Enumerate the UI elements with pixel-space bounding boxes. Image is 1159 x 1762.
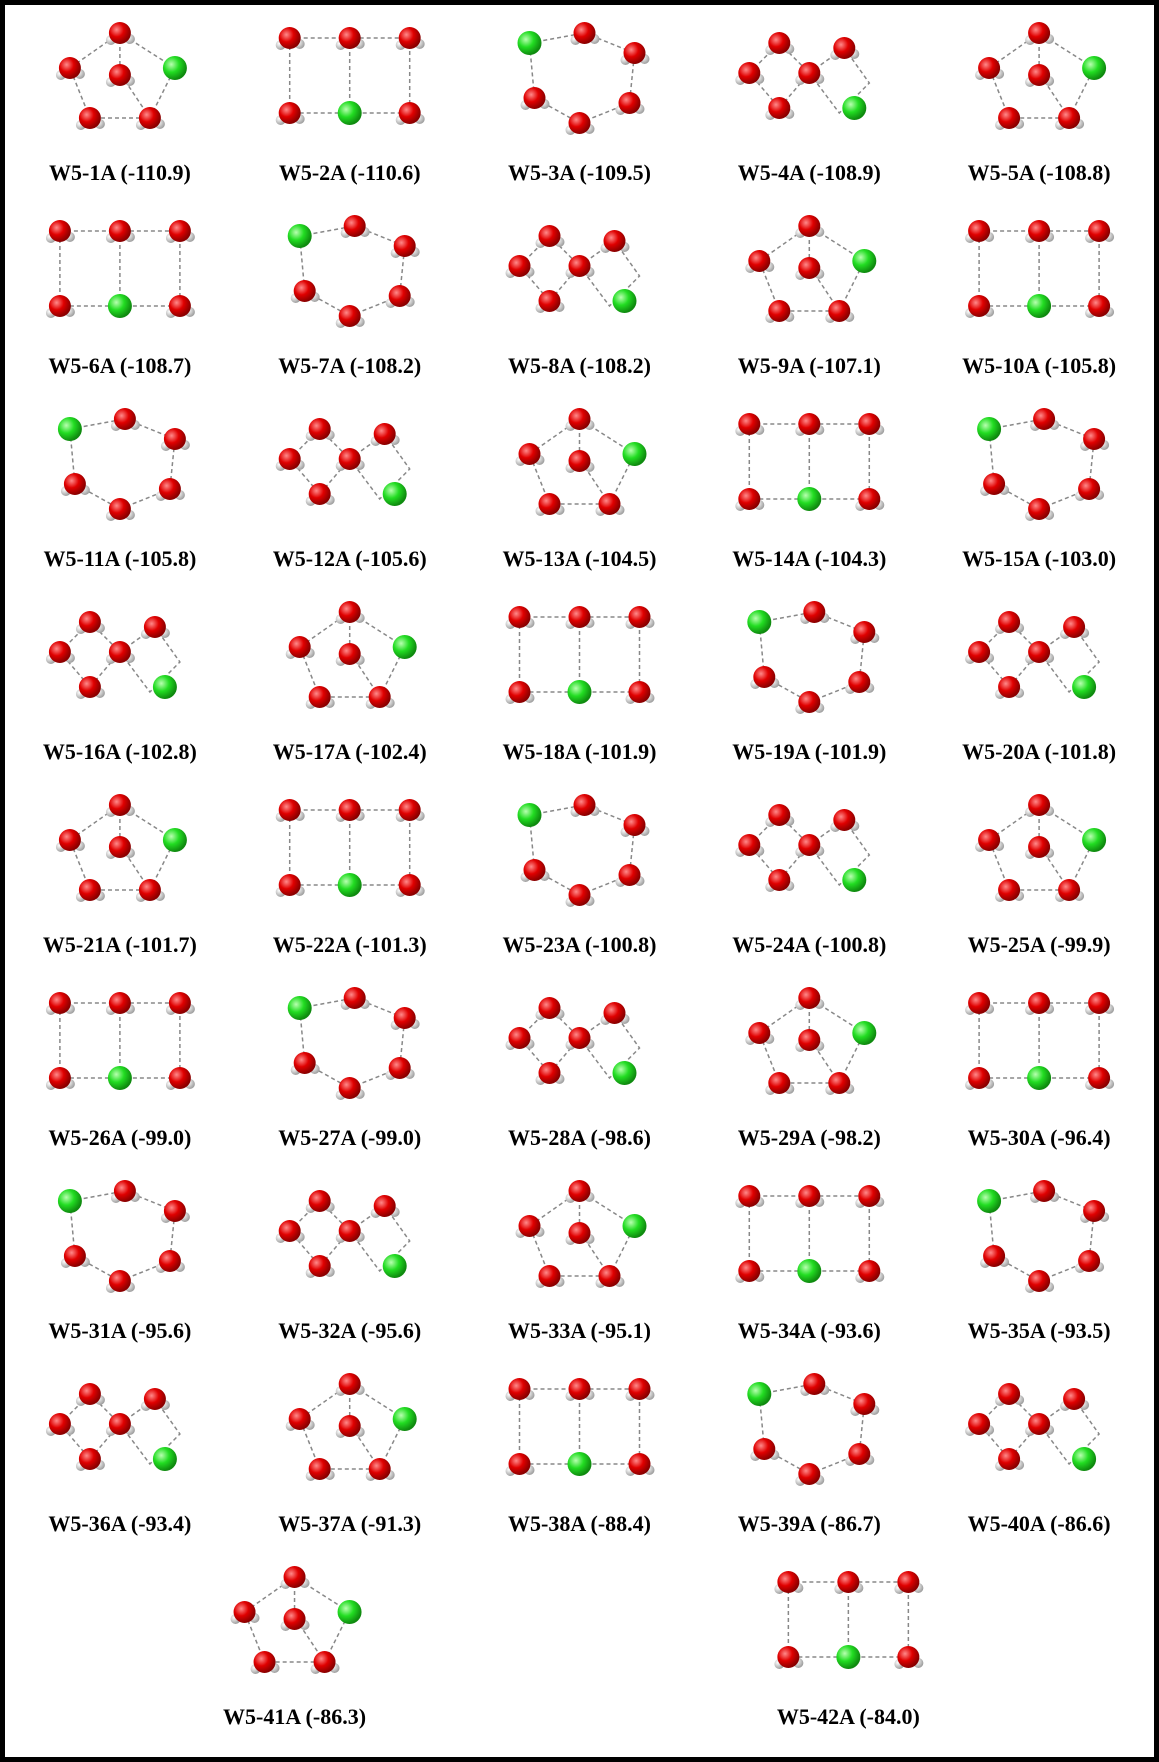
molecule-structure [975,22,1106,130]
molecule-structure [735,413,884,511]
structure-label: W5-24A (-100.8) [732,932,886,957]
structure-label: W5-35A (-93.5) [968,1318,1111,1343]
structure-grid: W5-1A (-110.9) W5-2A (-110.6) W5-3A (-109.… [43,5,1116,1729]
structure-label: W5-3A (-109.5) [508,160,651,185]
molecule-structure [965,611,1099,699]
structure-label: W5-22A (-101.3) [273,932,427,957]
molecule-structure [518,22,650,135]
structure-label: W5-26A (-99.0) [48,1125,191,1150]
molecule-structure [735,32,869,120]
structure-label: W5-40A (-86.6) [968,1511,1111,1536]
molecule-structure [56,794,187,902]
molecule-structure [965,220,1114,318]
molecule-structure [276,418,410,506]
structure-label: W5-8A (-108.2) [508,353,651,378]
molecule-structure [965,1383,1099,1471]
structure-label: W5-17A (-102.4) [273,739,427,764]
structure-label: W5-10A (-105.8) [962,353,1116,378]
structure-label: W5-12A (-105.6) [273,546,427,571]
structure-label: W5-16A (-102.8) [43,739,197,764]
structure-label: W5-36A (-93.4) [48,1511,191,1536]
molecule-structure [58,1180,190,1293]
structure-label: W5-30A (-96.4) [968,1125,1111,1150]
structure-label: W5-39A (-86.7) [738,1511,881,1536]
molecule-structure [56,22,187,130]
structure-label: W5-1A (-110.9) [49,160,191,185]
molecule-structure [747,1373,879,1486]
molecule-structure [46,1383,180,1471]
molecule-structure [276,799,425,897]
molecule-structure [747,601,879,714]
molecule-structure [506,225,640,313]
structure-label: W5-20A (-101.8) [962,739,1116,764]
molecule-structure [518,794,650,907]
structure-label: W5-28A (-98.6) [508,1125,651,1150]
molecule-structure [977,408,1109,521]
structure-label: W5-9A (-107.1) [738,353,881,378]
structure-label: W5-37A (-91.3) [278,1511,421,1536]
structure-label: W5-13A (-104.5) [503,546,657,571]
structure-label: W5-19A (-101.9) [732,739,886,764]
structure-label: W5-41A (-86.3) [223,1704,366,1729]
structure-label: W5-31A (-95.6) [48,1318,191,1343]
structure-label: W5-27A (-99.0) [278,1125,421,1150]
molecule-structure [286,601,417,709]
structure-label: W5-38A (-88.4) [508,1511,651,1536]
structure-label: W5-42A (-84.0) [777,1704,920,1729]
structure-label: W5-25A (-99.9) [968,932,1111,957]
molecule-structure [506,997,640,1085]
structure-label: W5-2A (-110.6) [279,160,421,185]
structure-label: W5-23A (-100.8) [503,932,657,957]
molecule-structure [745,987,876,1095]
molecule-structure [286,1373,417,1481]
molecule-structure [58,408,190,521]
structure-label: W5-14A (-104.3) [732,546,886,571]
structure-label: W5-34A (-93.6) [738,1318,881,1343]
structure-label: W5-15A (-103.0) [962,546,1116,571]
molecule-structure [276,1190,410,1278]
molecule-structure [288,987,420,1100]
structure-label: W5-32A (-95.6) [278,1318,421,1343]
molecule-structure [774,1571,923,1669]
structure-label: W5-4A (-108.9) [738,160,881,185]
molecule-structure [46,220,195,318]
molecule-structure [506,1378,655,1476]
molecule-structure [735,1185,884,1283]
structure-label: W5-5A (-108.8) [968,160,1111,185]
molecule-structure [516,1180,647,1288]
molecule-structure [977,1180,1109,1293]
structure-label: W5-6A (-108.7) [48,353,191,378]
molecule-structure [46,611,180,699]
molecule-structure [276,27,425,125]
molecule-structure [735,804,869,892]
molecule-structure [516,408,647,516]
structure-label: W5-7A (-108.2) [278,353,421,378]
molecule-structure [288,215,420,328]
molecule-structure [745,215,876,323]
structure-label: W5-21A (-101.7) [43,932,197,957]
molecule-structure [506,606,655,704]
molecule-structure [46,992,195,1090]
structure-label: W5-11A (-105.8) [44,546,197,571]
structure-label: W5-33A (-95.1) [508,1318,651,1343]
structure-label: W5-29A (-98.2) [738,1125,881,1150]
molecule-structure [231,1566,362,1674]
molecule-structure [965,992,1114,1090]
structure-label: W5-18A (-101.9) [503,739,657,764]
molecule-structure [975,794,1106,902]
